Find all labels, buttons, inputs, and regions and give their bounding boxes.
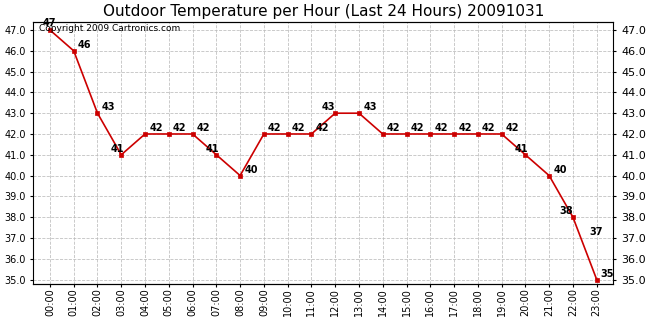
Text: 38: 38 (559, 206, 573, 216)
Text: 47: 47 (43, 18, 57, 28)
Text: Copyright 2009 Cartronics.com: Copyright 2009 Cartronics.com (39, 24, 180, 33)
Text: 43: 43 (321, 102, 335, 112)
Text: 40: 40 (244, 165, 258, 175)
Text: 42: 42 (197, 123, 210, 133)
Text: 42: 42 (268, 123, 281, 133)
Text: 46: 46 (78, 40, 92, 50)
Text: 42: 42 (173, 123, 187, 133)
Text: 43: 43 (101, 102, 115, 112)
Text: 41: 41 (514, 144, 528, 154)
Text: 42: 42 (434, 123, 448, 133)
Text: 42: 42 (411, 123, 424, 133)
Text: 35: 35 (601, 269, 614, 279)
Text: 42: 42 (482, 123, 495, 133)
Text: 37: 37 (589, 227, 603, 237)
Text: 40: 40 (553, 165, 567, 175)
Text: 42: 42 (387, 123, 400, 133)
Text: 42: 42 (150, 123, 162, 133)
Text: 42: 42 (506, 123, 519, 133)
Text: 41: 41 (110, 144, 124, 154)
Text: 42: 42 (458, 123, 472, 133)
Text: 43: 43 (363, 102, 376, 112)
Text: 41: 41 (205, 144, 219, 154)
Text: 42: 42 (292, 123, 306, 133)
Text: 42: 42 (316, 123, 329, 133)
Title: Outdoor Temperature per Hour (Last 24 Hours) 20091031: Outdoor Temperature per Hour (Last 24 Ho… (103, 4, 544, 19)
